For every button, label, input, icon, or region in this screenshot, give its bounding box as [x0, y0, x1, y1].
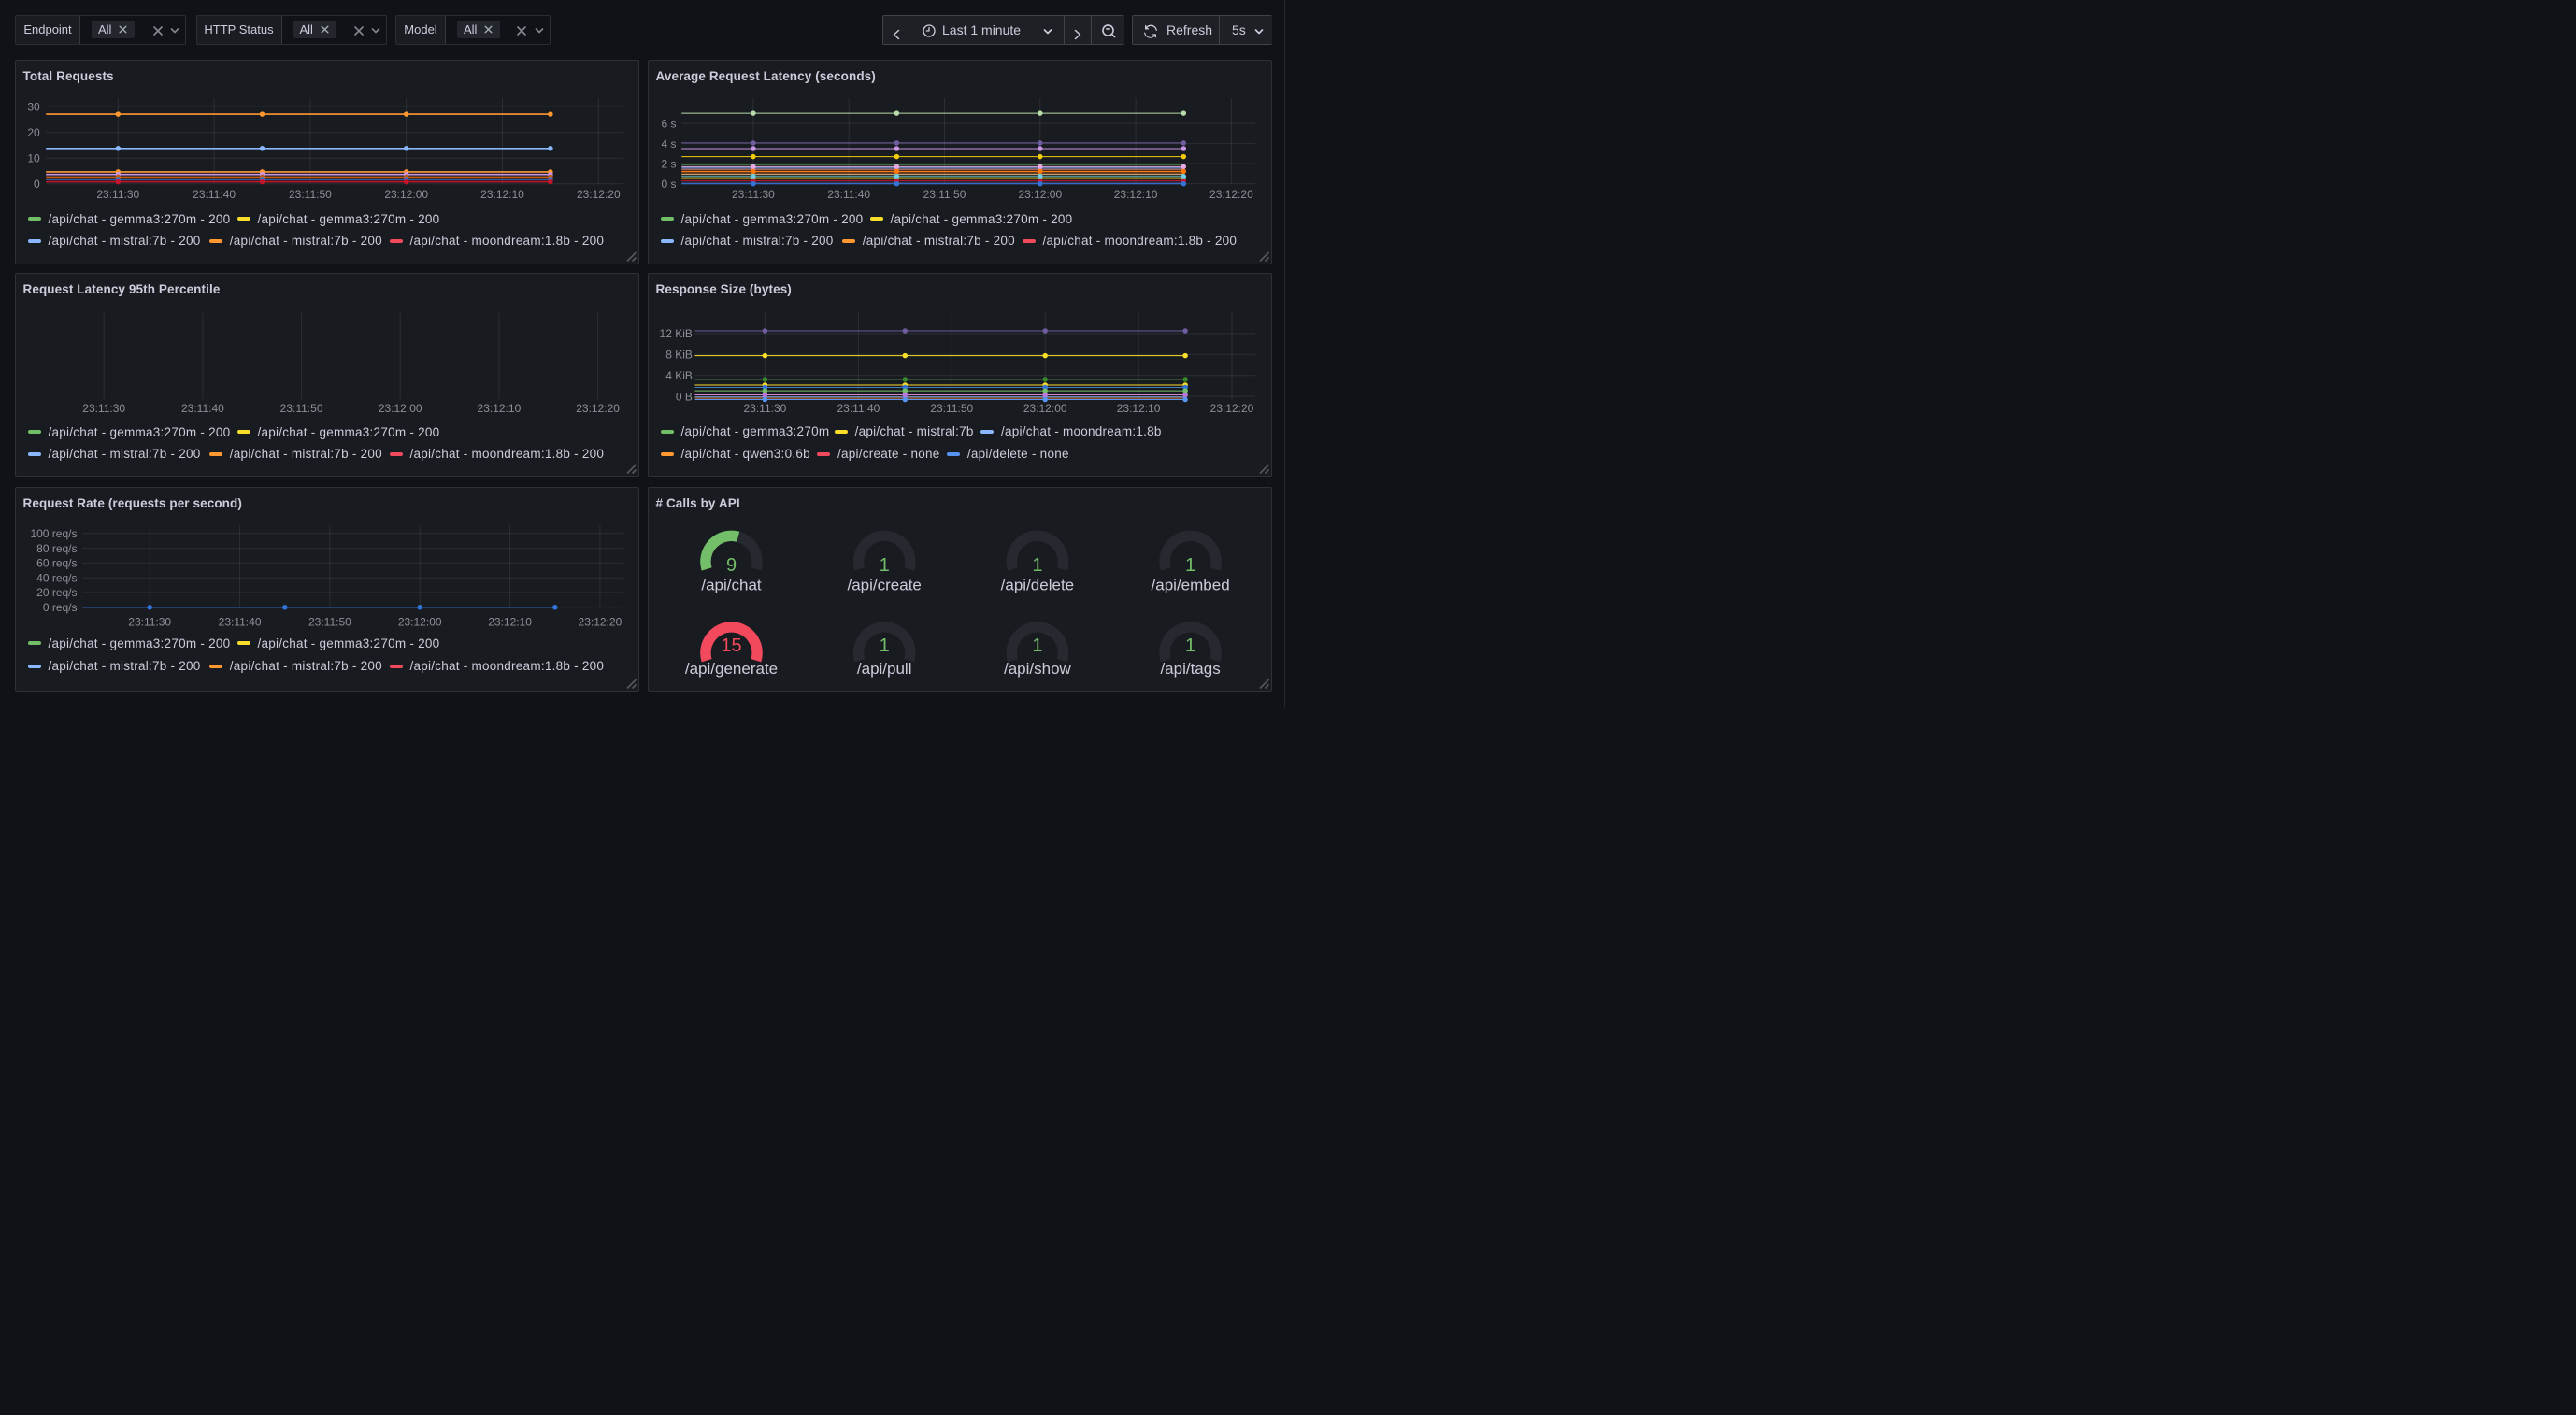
svg-text:4 s: 4 s — [661, 137, 676, 150]
svg-text:23:12:00: 23:12:00 — [1018, 188, 1062, 201]
svg-text:8 KiB: 8 KiB — [665, 349, 693, 362]
svg-text:12 KiB: 12 KiB — [659, 327, 692, 340]
svg-text:23:11:50: 23:11:50 — [923, 188, 966, 201]
svg-text:15: 15 — [721, 636, 741, 656]
svg-text:/api/tags: /api/tags — [1160, 660, 1220, 678]
svg-text:6 s: 6 s — [661, 117, 676, 130]
svg-text:23:12:10: 23:12:10 — [477, 402, 521, 415]
svg-text:100 req/s: 100 req/s — [30, 527, 77, 540]
svg-text:/api/embed: /api/embed — [1151, 577, 1229, 594]
svg-text:23:11:50: 23:11:50 — [308, 616, 351, 629]
svg-text:80 req/s: 80 req/s — [36, 542, 77, 555]
svg-text:23:11:40: 23:11:40 — [193, 188, 236, 201]
svg-text:23:11:40: 23:11:40 — [218, 616, 261, 629]
svg-text:23:12:00: 23:12:00 — [1023, 402, 1066, 415]
svg-text:30: 30 — [27, 100, 40, 113]
svg-text:23:11:30: 23:11:30 — [743, 402, 786, 415]
svg-text:23:12:20: 23:12:20 — [578, 616, 622, 629]
svg-text:23:11:40: 23:11:40 — [180, 402, 223, 415]
svg-text:40 req/s: 40 req/s — [36, 571, 77, 584]
svg-text:/api/show: /api/show — [1003, 660, 1071, 678]
svg-text:2 s: 2 s — [661, 157, 676, 170]
svg-text:23:12:00: 23:12:00 — [378, 402, 422, 415]
svg-text:1: 1 — [879, 555, 889, 576]
svg-text:20: 20 — [27, 126, 40, 139]
svg-text:/api/pull: /api/pull — [856, 660, 911, 678]
svg-text:0 s: 0 s — [661, 178, 676, 191]
svg-text:9: 9 — [725, 555, 736, 576]
svg-text:10: 10 — [27, 151, 40, 164]
svg-text:23:12:20: 23:12:20 — [1209, 188, 1253, 201]
svg-text:0: 0 — [34, 178, 40, 191]
svg-text:23:12:20: 23:12:20 — [576, 402, 620, 415]
svg-text:4 KiB: 4 KiB — [665, 369, 693, 382]
svg-text:23:11:30: 23:11:30 — [82, 402, 125, 415]
svg-text:/api/delete: /api/delete — [1000, 577, 1073, 594]
svg-text:23:11:30: 23:11:30 — [128, 616, 171, 629]
svg-text:23:12:10: 23:12:10 — [480, 188, 524, 201]
svg-text:1: 1 — [1185, 555, 1195, 576]
svg-text:23:11:50: 23:11:50 — [279, 402, 322, 415]
svg-text:23:11:30: 23:11:30 — [731, 188, 774, 201]
svg-text:23:12:10: 23:12:10 — [1113, 188, 1157, 201]
svg-text:1: 1 — [1032, 636, 1042, 656]
svg-text:23:12:00: 23:12:00 — [384, 188, 428, 201]
svg-text:23:12:10: 23:12:10 — [1116, 402, 1160, 415]
svg-text:23:11:40: 23:11:40 — [827, 188, 870, 201]
svg-text:23:11:40: 23:11:40 — [837, 402, 880, 415]
svg-text:0 B: 0 B — [675, 390, 692, 403]
svg-text:/api/create: /api/create — [847, 577, 921, 594]
svg-text:60 req/s: 60 req/s — [36, 557, 77, 570]
svg-text:1: 1 — [879, 636, 889, 656]
svg-text:23:11:50: 23:11:50 — [930, 402, 973, 415]
svg-text:/api/generate: /api/generate — [684, 660, 777, 678]
svg-text:23:12:10: 23:12:10 — [488, 616, 532, 629]
svg-text:20 req/s: 20 req/s — [36, 586, 77, 599]
svg-text:1: 1 — [1185, 636, 1195, 656]
svg-text:23:11:30: 23:11:30 — [96, 188, 139, 201]
svg-text:/api/chat: /api/chat — [701, 577, 762, 594]
svg-text:23:12:00: 23:12:00 — [397, 616, 441, 629]
svg-text:23:12:20: 23:12:20 — [1209, 402, 1253, 415]
svg-text:23:12:20: 23:12:20 — [576, 188, 620, 201]
svg-text:1: 1 — [1032, 555, 1042, 576]
svg-text:23:11:50: 23:11:50 — [288, 188, 331, 201]
svg-text:0 req/s: 0 req/s — [42, 601, 77, 614]
